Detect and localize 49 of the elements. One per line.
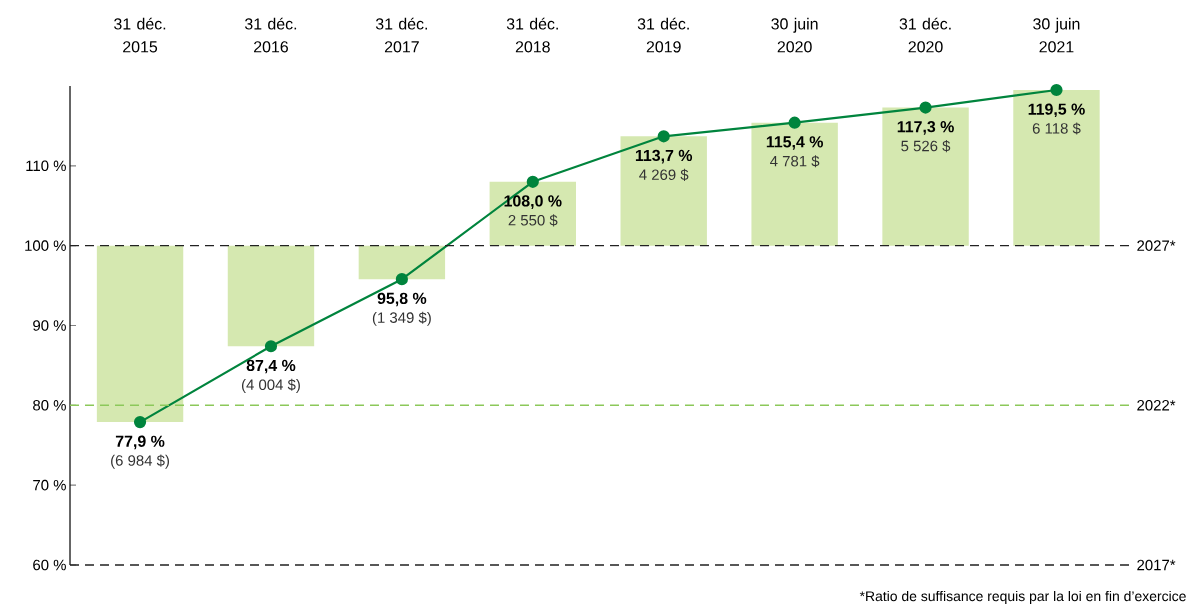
bar <box>96 245 184 422</box>
text: 2017* <box>1137 559 1176 571</box>
y-tick-label: 70 % <box>33 479 66 491</box>
y-tick-label: 80 % <box>33 399 66 411</box>
x-tick-label: 31 déc. 2018 <box>506 17 558 53</box>
y-tick-label: 110 % <box>26 160 66 172</box>
x-tick-label: 30 juin 2020 <box>771 17 818 53</box>
data-label: 115,4 % <box>766 136 823 150</box>
annotation: 2 550 $ <box>508 214 558 227</box>
text: 2027* <box>1137 240 1176 251</box>
data-label: 77,9 % <box>115 435 165 450</box>
y-tick-label: 60 % <box>33 559 66 571</box>
annotation: 6 118 $ <box>1032 122 1081 135</box>
annotation: (6 984 $) <box>111 454 169 469</box>
x-tick-label: 31 déc. 2019 <box>637 17 689 53</box>
point <box>657 130 670 143</box>
text: *Ratio de suffisance requis par la loi en fin d’exercice <box>859 590 1186 604</box>
point <box>526 175 539 188</box>
data-label: 113,7 % <box>635 149 693 164</box>
point <box>919 101 932 114</box>
y-tick-label: 90 % <box>33 320 66 331</box>
annotation: 4 781 $ <box>770 155 820 168</box>
x-tick-label: 31 déc. 2020 <box>899 17 951 53</box>
data-label: 117,3 % <box>897 120 954 135</box>
annotation: (4 004 $) <box>241 378 300 393</box>
bar <box>227 245 315 347</box>
bar <box>751 122 838 246</box>
y-tick-label: 100 % <box>25 240 66 251</box>
annotation: 5 526 $ <box>901 139 951 153</box>
point <box>395 272 408 286</box>
bar <box>358 245 446 280</box>
data-label: 95,8 % <box>377 292 427 307</box>
bar <box>1013 89 1100 246</box>
x-tick-label: 30 juin 2021 <box>1033 17 1080 53</box>
x-tick-label: 31 déc. 2016 <box>244 17 297 53</box>
data-label: 119,5 % <box>1028 103 1085 118</box>
bar <box>882 107 969 246</box>
annotation: (1 349 $) <box>372 311 431 326</box>
annotation: 4 269 $ <box>639 168 689 181</box>
point <box>1050 83 1063 96</box>
text: 2022* <box>1137 399 1176 411</box>
point <box>788 116 801 129</box>
point <box>264 340 278 353</box>
data-label: 87,4 % <box>246 359 296 374</box>
data-label: 108,0 % <box>504 195 562 209</box>
bar <box>620 136 707 246</box>
x-tick-label: 31 déc. 2015 <box>114 17 166 53</box>
x-tick-label: 31 déc. 2017 <box>375 17 427 53</box>
point <box>133 415 147 429</box>
